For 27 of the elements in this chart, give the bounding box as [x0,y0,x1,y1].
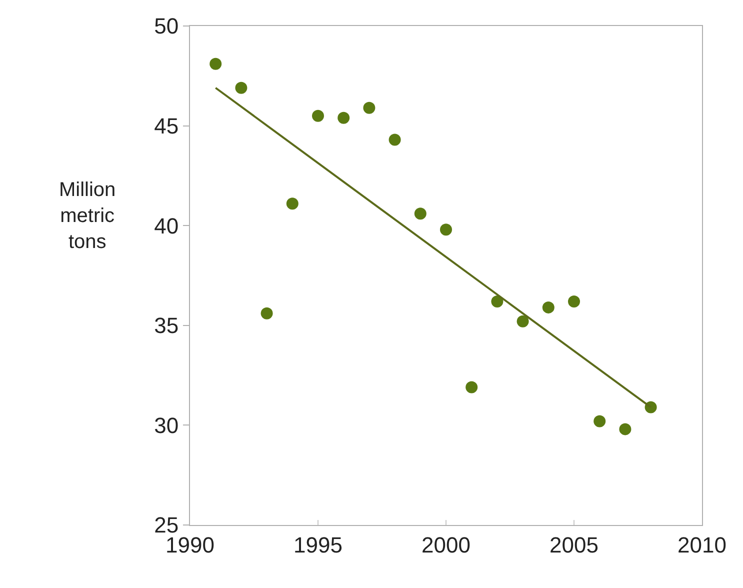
point [568,295,580,308]
y-tick-label: 45 [154,114,179,138]
point [440,224,452,236]
point [466,381,478,394]
point [414,208,426,220]
x-tick-label: 2010 [678,532,726,558]
x-tick-label: 1995 [294,532,342,558]
x-tick-label: 2005 [550,532,598,558]
point [516,315,529,328]
y-tick-label: 30 [154,412,179,438]
point [235,82,248,94]
point [338,112,350,124]
point [210,58,222,70]
point [312,110,324,122]
y-axis-title: Million metric tons [59,179,116,253]
y-tick-label: 35 [154,313,179,338]
point [491,295,504,308]
point [388,134,401,146]
point [619,423,632,436]
point [260,307,273,320]
point [363,102,376,114]
x-tick-label: 2000 [422,532,470,558]
y-tick-label: 50 [154,14,179,39]
point [542,301,554,314]
point [286,198,298,210]
y-tick-label: 40 [154,213,179,238]
point [594,415,606,428]
